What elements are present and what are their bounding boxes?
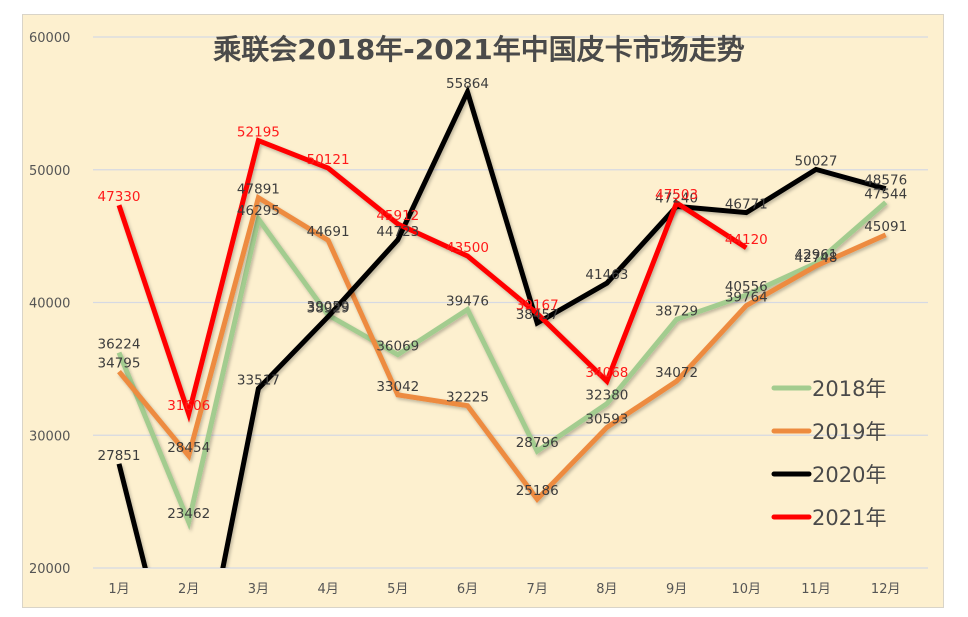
- legend-item: 2020年: [771, 463, 886, 487]
- y-tick-label: 20000: [29, 562, 70, 577]
- data-label: 28454: [167, 440, 210, 456]
- data-label: 47891: [237, 182, 280, 198]
- x-tick-label: 3月: [248, 582, 269, 597]
- data-label: 48576: [864, 173, 907, 189]
- x-tick-label: 11月: [801, 582, 831, 597]
- series-line-2020年: [116, 84, 887, 568]
- x-tick-label: 9月: [666, 582, 687, 597]
- data-label: 46771: [725, 197, 768, 213]
- data-label: 43500: [446, 240, 489, 256]
- x-tick-label: 4月: [317, 582, 338, 597]
- y-axis: 20000 30000 40000 50000 60000: [29, 31, 70, 577]
- data-label: 55864: [446, 76, 489, 92]
- data-label: 44691: [307, 224, 350, 240]
- data-label: 38929: [307, 301, 350, 317]
- data-label: 36224: [98, 337, 141, 353]
- legend: 2018年 2019年 2020年 2021年: [771, 377, 886, 530]
- x-tick-label: 8月: [596, 582, 617, 597]
- series-line-2021年: [116, 137, 748, 423]
- data-label: 47544: [864, 186, 907, 202]
- x-tick-label: 6月: [457, 582, 478, 597]
- series-line-2018年: [116, 200, 888, 531]
- data-label: 38457: [516, 307, 559, 323]
- x-tick-label: 2月: [178, 582, 199, 597]
- x-tick-label: 12月: [871, 582, 901, 597]
- data-label: 45912: [376, 208, 419, 224]
- chart-frame: 20000 30000 40000 50000 60000 1月 2月 3月 4月 5月 6月 7月…: [22, 14, 944, 608]
- y-tick-label: 50000: [29, 164, 70, 179]
- x-tick-label: 5月: [387, 582, 408, 597]
- data-label: 34072: [655, 365, 698, 381]
- line-chart: 20000 30000 40000 50000 60000 1月 2月 3月 4月 5月 6月 7月…: [29, 31, 928, 597]
- data-label: 41463: [585, 267, 628, 283]
- data-label: 47503: [655, 187, 698, 203]
- data-label: 36069: [376, 339, 419, 355]
- data-label: 46295: [237, 203, 280, 219]
- data-label: 47330: [98, 189, 141, 205]
- data-label: 23462: [167, 506, 210, 522]
- data-label: 33042: [376, 379, 419, 395]
- data-label: 42961: [795, 247, 838, 263]
- legend-label: 2020年: [812, 463, 886, 487]
- legend-item: 2021年: [771, 506, 886, 530]
- legend-item: 2019年: [771, 420, 886, 444]
- y-tick-label: 30000: [29, 429, 70, 444]
- series-lines: [116, 84, 888, 568]
- y-tick-label: 40000: [29, 297, 70, 312]
- x-axis: 1月 2月 3月 4月 5月 6月 7月 8月 9月 10月 11月 12月: [108, 582, 900, 597]
- data-label: 50027: [795, 153, 838, 169]
- data-label: 39059: [307, 299, 350, 315]
- data-label: 47240: [655, 190, 698, 206]
- data-label: 28796: [516, 435, 559, 451]
- data-label: 39764: [725, 290, 768, 306]
- data-label: 30593: [585, 411, 628, 427]
- data-label: 25186: [516, 483, 559, 499]
- x-tick-label: 10月: [732, 582, 762, 597]
- data-label: 39167: [516, 298, 559, 314]
- data-labels: 36224 23462 46295 39059 36069 39476 28796 32380…: [98, 76, 908, 522]
- data-label: 52195: [237, 125, 280, 141]
- data-label: 34068: [585, 365, 628, 381]
- x-tick-label: 7月: [527, 582, 548, 597]
- data-label: 38729: [655, 303, 698, 319]
- data-label: 32380: [585, 388, 628, 404]
- y-tick-label: 60000: [29, 31, 70, 46]
- data-label: 44723: [376, 224, 419, 240]
- data-label: 33517: [237, 373, 280, 389]
- data-label: 44120: [725, 232, 768, 248]
- chart-title: 乘联会2018年-2021年中国皮卡市场走势: [213, 33, 744, 66]
- data-label: 27851: [98, 448, 141, 464]
- legend-item: 2018年: [771, 377, 886, 401]
- legend-label: 2018年: [812, 377, 886, 401]
- x-tick-label: 1月: [108, 582, 129, 597]
- data-label: 42748: [795, 250, 838, 266]
- data-label: 40556: [725, 279, 768, 295]
- data-label: 39476: [446, 293, 489, 309]
- legend-label: 2021年: [812, 506, 886, 530]
- data-label: 31606: [167, 398, 210, 414]
- series-line-2019年: [117, 193, 887, 504]
- legend-label: 2019年: [812, 420, 886, 444]
- data-label: 34795: [98, 356, 141, 372]
- data-label: 32225: [446, 390, 489, 406]
- data-label: 45091: [864, 219, 907, 235]
- data-label: 50121: [307, 152, 350, 168]
